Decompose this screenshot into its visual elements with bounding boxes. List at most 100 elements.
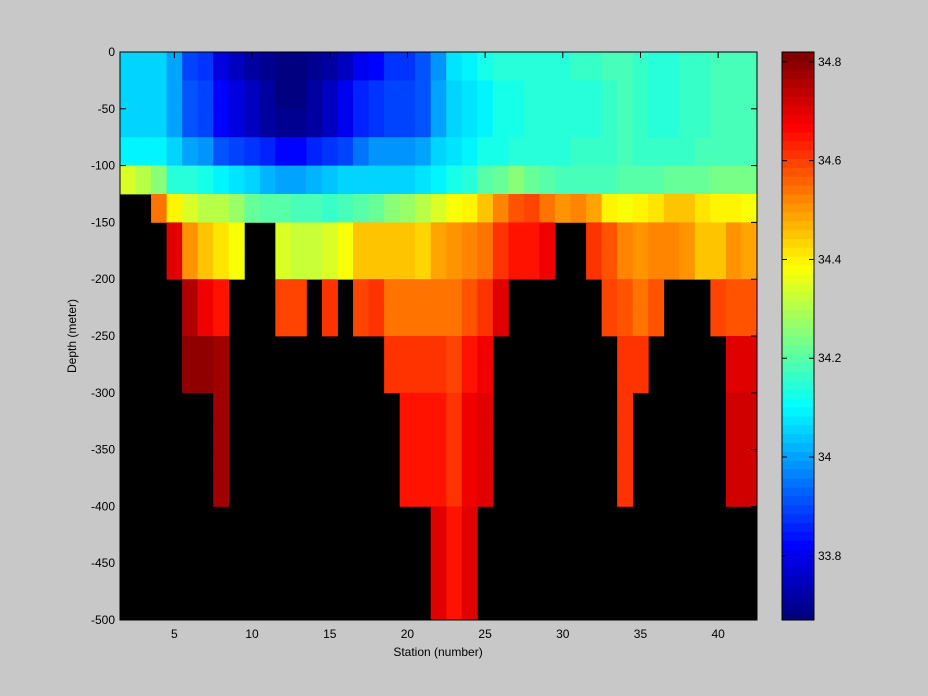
heatmap-cell [244,137,261,166]
heatmap-cell [399,279,416,308]
heatmap-cell [337,137,354,166]
heatmap-cell [182,194,199,223]
heatmap-cell [679,52,696,81]
heatmap-cell [321,52,338,81]
heatmap-cell [725,108,742,138]
heatmap-cell [601,165,618,195]
heatmap-cell [290,137,307,166]
heatmap-cell [306,80,323,110]
heatmap-cell [741,279,758,308]
heatmap-cell [632,108,649,138]
heatmap-cell [151,194,168,223]
heatmap-cell [415,52,432,81]
heatmap-cell [461,137,478,166]
colorbar-level [782,167,814,177]
heatmap-cell [694,108,711,138]
heatmap-cell [586,250,603,280]
colorbar-level [782,495,814,506]
colorbar-level [782,202,814,213]
heatmap-cell [710,194,727,223]
heatmap-cell [275,52,292,81]
heatmap-cell [166,194,183,223]
heatmap-cell [741,364,758,394]
heatmap-cell [166,80,183,110]
heatmap-cell [663,250,680,280]
heatmap-cell [461,392,478,422]
heatmap-cell [461,336,478,365]
heatmap-cell [275,194,292,223]
colorbar-level [782,513,814,523]
heatmap-cell [321,108,338,138]
heatmap-cell [725,250,742,280]
heatmap-cell [679,80,696,110]
heatmap-cell [617,421,634,450]
x-tick-label: 40 [711,627,725,641]
colorbar-level [782,158,814,168]
heatmap-cell [492,137,509,166]
heatmap-cell [228,52,245,81]
heatmap-cell [492,80,509,110]
colorbar-level [782,114,814,124]
heatmap-cell [275,279,292,308]
heatmap-cell [197,194,214,223]
heatmap-cell [679,250,696,280]
heatmap-cell [570,194,587,223]
heatmap-cell [430,563,447,592]
heatmap-cell [617,80,634,110]
heatmap-cell [492,307,509,337]
heatmap-cell [617,307,634,337]
y-axis-ticks: 0 -50 -100 -150 -200 -250 -300 -350 -400 -450 -500 [91,45,757,627]
heatmap-cell [477,279,494,308]
colorbar-level [782,256,814,266]
colorbar-level [782,478,814,488]
heatmap-cell [337,194,354,223]
heatmap-cell [399,392,416,422]
heatmap-cell [430,449,447,479]
heatmap-cell [321,194,338,223]
heatmap-cell [415,137,432,166]
heatmap-cell [368,222,385,252]
heatmap-cell [384,364,401,394]
heatmap-cell [523,52,540,81]
heatmap-cell [446,222,463,252]
heatmap-cell [601,222,618,252]
heatmap-cell [492,108,509,138]
x-tick-label: 15 [323,627,337,641]
heatmap-cell [539,194,556,223]
heatmap-cell [306,52,323,81]
heatmap-cell [166,137,183,166]
colorbar-tick-label: 33.8 [818,549,842,563]
heatmap-cell [321,137,338,166]
heatmap-cell [368,194,385,223]
heatmap-cell [399,307,416,337]
heatmap-cell [430,392,447,422]
heatmap-cell [539,250,556,280]
colorbar-level [782,60,814,71]
heatmap-cell [446,392,463,422]
heatmap-cell [617,336,634,365]
heatmap-cell [586,222,603,252]
colorbar-level [782,380,814,390]
heatmap-cell [617,364,634,394]
colorbar-level [782,229,814,239]
heatmap-cell [415,364,432,394]
heatmap-cell [555,194,571,223]
heatmap-cell [399,250,416,280]
heatmap-cell [399,478,416,507]
heatmap-cell [446,80,463,110]
heatmap-cell [415,279,432,308]
colorbar-level [782,575,814,586]
heatmap-cell [477,108,494,138]
heatmap-cell [694,52,711,81]
colorbar-level [782,566,814,577]
heatmap-cell [182,364,199,394]
heatmap-cell [290,108,307,138]
colorbar-tick-label: 34.8 [818,55,842,69]
heatmap-cell [259,80,276,110]
heatmap-cell [539,80,556,110]
heatmap-cell [197,222,214,252]
heatmap-cell [275,108,292,138]
heatmap-cell [523,80,540,110]
heatmap-cell [710,250,727,280]
colorbar-level [782,531,814,541]
